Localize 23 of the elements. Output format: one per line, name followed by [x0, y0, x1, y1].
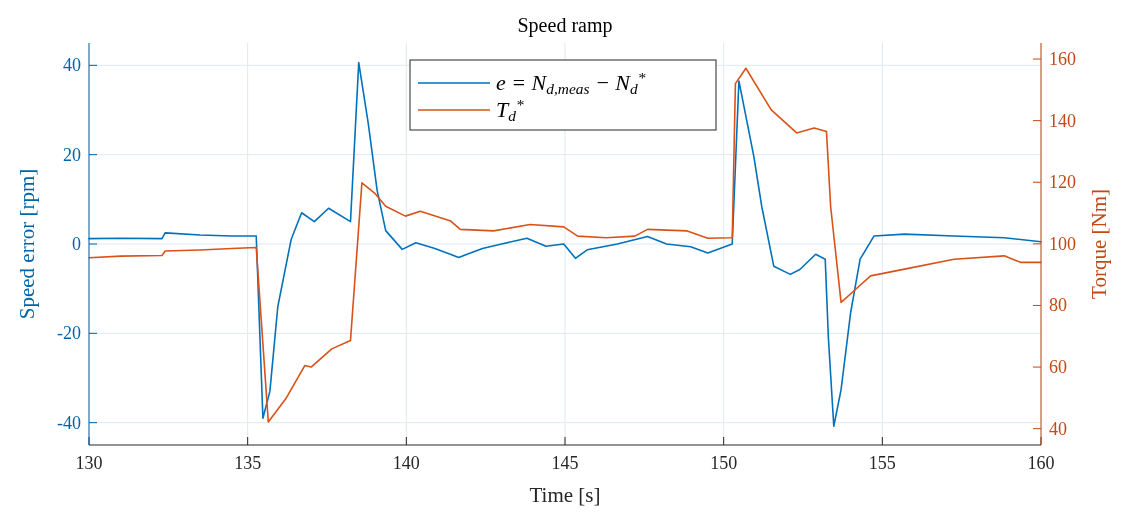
y2-tick-label: 160	[1049, 49, 1076, 70]
y-tick-label: -40	[57, 412, 81, 433]
y-tick-label: 20	[63, 144, 81, 165]
x-tick-label: 155	[868, 453, 896, 473]
x-tick-label: 130	[75, 453, 103, 473]
x-tick-label: 145	[551, 453, 579, 473]
y-axis-title: Speed error [rpm]	[15, 168, 39, 320]
y2-axis-title: Torque [Nm]	[1087, 189, 1111, 299]
y2-tick-label: 140	[1049, 110, 1076, 131]
y2-tick-label: 100	[1049, 233, 1076, 254]
x-axis-title: Time [s]	[529, 483, 601, 507]
y-tick-label: 0	[72, 234, 81, 254]
chart-title: Speed ramp	[517, 14, 613, 37]
y2-tick-label: 60	[1049, 357, 1067, 378]
y-tick-label: -20	[57, 323, 81, 344]
x-tick-label: 140	[392, 453, 420, 473]
y2-tick-label: 80	[1049, 295, 1067, 316]
y2-tick-label: 120	[1049, 172, 1076, 193]
x-tick-label: 150	[710, 453, 738, 473]
y-tick-label: 40	[63, 55, 81, 76]
x-tick-label: 160	[1027, 453, 1055, 473]
y2-tick-label: 40	[1049, 418, 1067, 439]
x-tick-label: 135	[234, 453, 262, 473]
